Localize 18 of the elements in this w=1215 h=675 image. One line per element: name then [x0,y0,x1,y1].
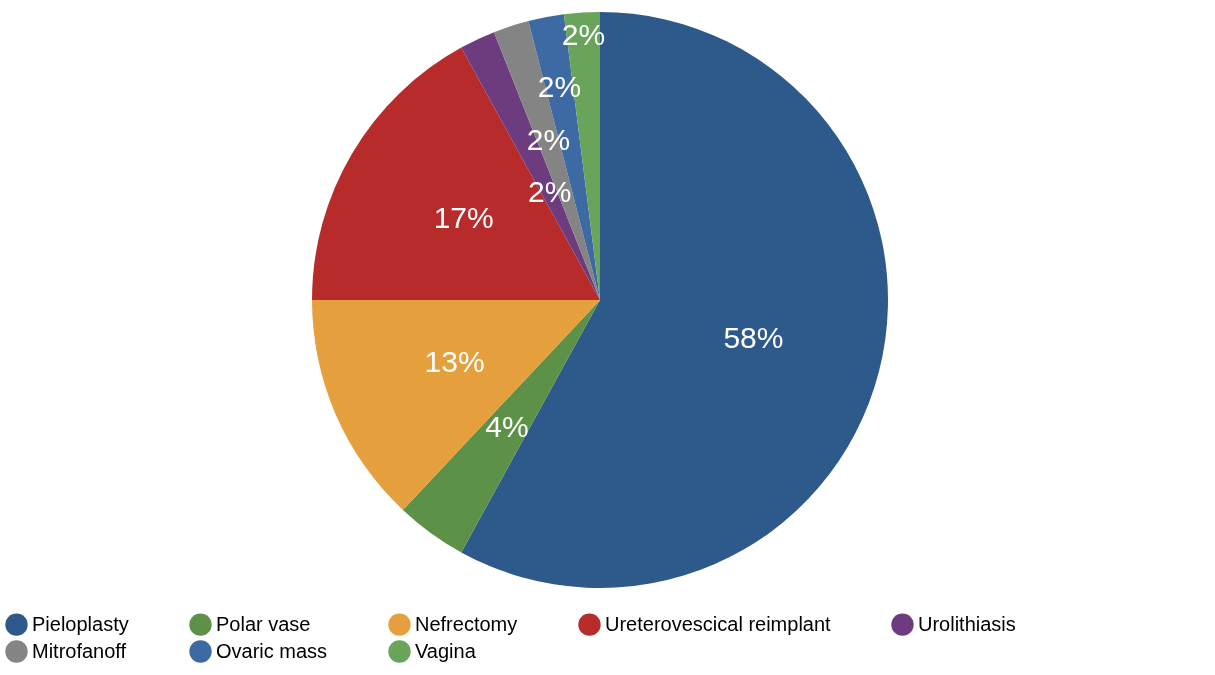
data-label: 13% [424,344,485,378]
legend-label: Mitrofanoff [32,639,127,662]
legend-label: Ovaric mass [216,639,328,662]
legend-label: Nefrectomy [415,612,518,635]
data-label: 2% [561,17,606,51]
legend-label: Vagina [415,639,477,662]
legend-label: Polar vase [216,612,311,635]
data-label: 17% [433,201,494,235]
pie-slice [312,300,600,510]
data-label: 58% [723,321,784,355]
data-label: 4% [485,410,529,444]
pie-slice [402,300,600,553]
data-label: 2% [537,69,582,103]
pie-slice [312,47,600,300]
data-label: 2% [528,175,572,209]
legend-label: Urolithiasis [918,612,1016,635]
legend-label: Ureterovescical reimplant [605,612,832,635]
legend-label: Pieloplasty [32,612,129,635]
